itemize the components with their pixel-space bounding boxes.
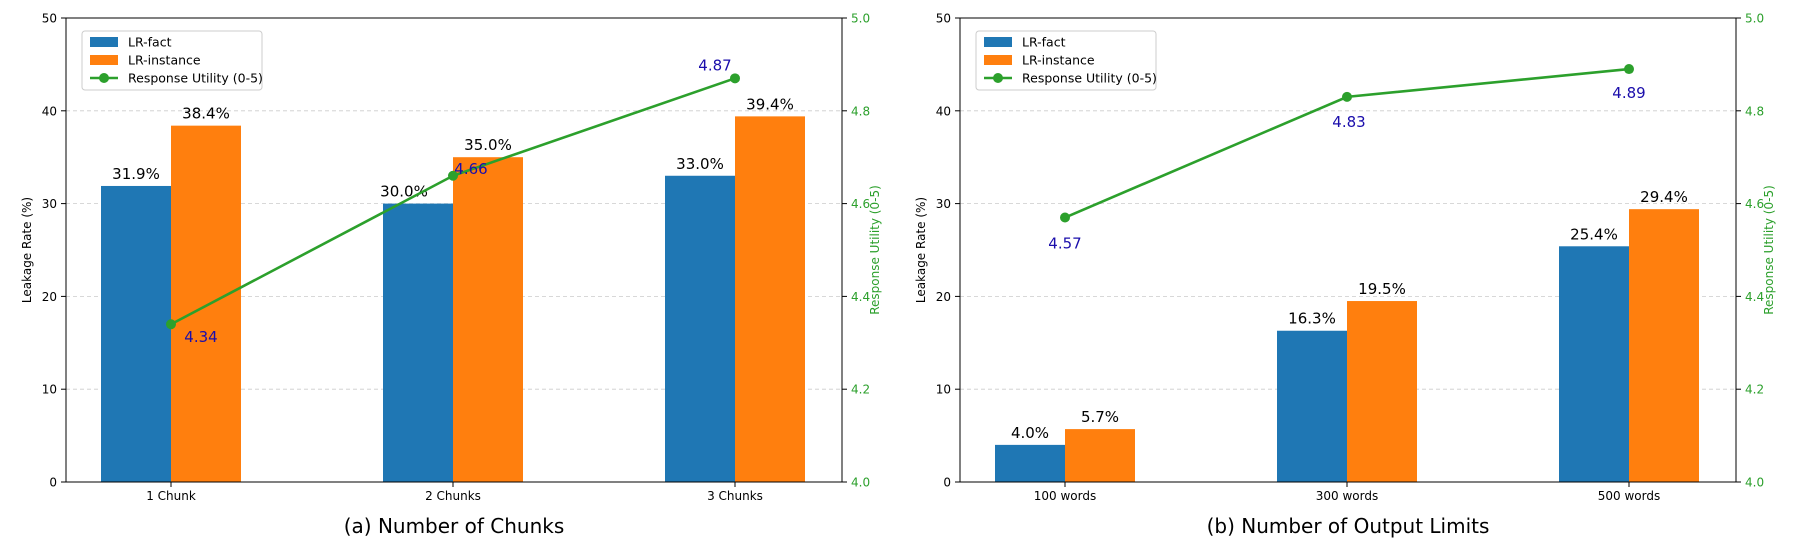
bar-label-lr-fact-3: 25.4% [1570, 225, 1618, 243]
panel-caption: (b) Number of Output Limits [1207, 514, 1490, 538]
legend-marker-utility [993, 73, 1003, 83]
bar-lr-fact-3 [665, 175, 735, 482]
bar-label-lr-fact-1: 31.9% [112, 165, 160, 183]
x-tick-label-2: 2 Chunks [425, 489, 481, 503]
bar-lr-instance-2 [1347, 301, 1417, 482]
y-tick-label: 0 [49, 476, 57, 490]
plot-frame [65, 17, 843, 483]
utility-label-2: 4.83 [1332, 113, 1365, 131]
utility-point-2 [448, 170, 458, 181]
y-tick-label: 50 [936, 12, 951, 26]
legend-box [975, 30, 1157, 91]
y-right-tick-label: 4.8 [851, 104, 870, 118]
y-axis-label: Leakage Rate (%) [914, 197, 928, 303]
y-right-tick-label: 4.4 [851, 290, 870, 304]
y-right-axis-label: Response Utility (0-5) [1762, 185, 1776, 315]
y-tick-label: 10 [42, 383, 57, 397]
legend-swatch-lr-instance [984, 55, 1012, 65]
bar-label-lr-instance-2: 35.0% [464, 136, 512, 154]
y-tick-label: 20 [42, 290, 57, 304]
legend-label-lr-fact: LR-fact [128, 35, 172, 50]
utility-point-1 [166, 319, 176, 330]
x-tick-label-3: 3 Chunks [707, 489, 763, 503]
bar-lr-instance-2 [453, 157, 523, 482]
legend-label-lr-fact: LR-fact [1022, 35, 1066, 50]
legend: LR-fact LR-instance Response Utility (0-5) [975, 30, 1157, 91]
y-right-tick-label: 4.0 [1745, 476, 1764, 490]
bar-label-lr-instance-1: 5.7% [1081, 408, 1119, 426]
x-tick-label-1: 100 words [1034, 489, 1096, 503]
bar-lr-fact-1 [995, 444, 1065, 482]
bar-label-lr-fact-3: 33.0% [676, 155, 724, 173]
y-right-tick-label: 4.2 [1745, 383, 1764, 397]
utility-label-1: 4.34 [184, 328, 217, 346]
y-tick-label: 40 [42, 104, 57, 118]
bar-lr-fact-3 [1559, 246, 1629, 482]
legend-label-lr-instance: LR-instance [1022, 53, 1095, 68]
legend: LR-fact LR-instance Response Utility (0-5) [81, 30, 263, 91]
utility-label-1: 4.57 [1048, 235, 1081, 253]
legend-box [81, 30, 263, 91]
utility-point-3 [1624, 64, 1634, 75]
bar-lr-instance-1 [1065, 429, 1135, 482]
utility-point-1 [1060, 212, 1070, 223]
bar-lr-instance-3 [1629, 209, 1699, 482]
utility-line [1064, 67, 1630, 219]
y-tick-label: 40 [936, 104, 951, 118]
y-tick-label: 50 [42, 12, 57, 26]
legend-label-utility: Response Utility (0-5) [1022, 71, 1157, 86]
y-right-axis-label: Response Utility (0-5) [868, 185, 882, 315]
utility-label-3: 4.87 [698, 56, 731, 74]
x-tick-label-3: 500 words [1598, 489, 1660, 503]
legend-swatch-lr-instance [90, 55, 118, 65]
bar-lr-instance-1 [171, 125, 241, 482]
utility-label-3: 4.89 [1612, 84, 1645, 102]
bar-label-lr-fact-1: 4.0% [1011, 424, 1049, 442]
legend-label-lr-instance: LR-instance [128, 53, 201, 68]
x-tick-label-1: 1 Chunk [146, 489, 196, 503]
y-right-tick-label: 4.4 [1745, 290, 1764, 304]
utility-label-2: 4.66 [454, 160, 487, 178]
bar-lr-fact-1 [101, 185, 171, 482]
legend-marker-utility [99, 73, 109, 83]
legend-swatch-lr-fact [90, 37, 118, 47]
y-right-tick-label: 4.2 [851, 383, 870, 397]
y-right-tick-label: 4.6 [1745, 197, 1764, 211]
y-tick-label: 20 [936, 290, 951, 304]
chart-panel-1: 010203040504.04.24.44.64.85.031.9%30.0%3… [20, 12, 882, 539]
legend-swatch-lr-fact [984, 37, 1012, 47]
bar-label-lr-instance-3: 29.4% [1640, 188, 1688, 206]
utility-point-3 [730, 73, 740, 84]
bar-label-lr-fact-2: 16.3% [1288, 310, 1336, 328]
y-right-tick-label: 4.0 [851, 476, 870, 490]
bar-label-lr-instance-1: 38.4% [182, 105, 230, 123]
y-tick-label: 10 [936, 383, 951, 397]
bar-lr-instance-3 [735, 116, 805, 483]
x-tick-label-2: 300 words [1316, 489, 1378, 503]
plot-frame [959, 17, 1737, 483]
panel-caption: (a) Number of Chunks [344, 514, 565, 538]
utility-point-2 [1342, 91, 1352, 102]
y-right-tick-label: 4.8 [1745, 104, 1764, 118]
y-tick-label: 30 [42, 197, 57, 211]
bar-lr-fact-2 [1277, 330, 1347, 482]
bar-label-lr-instance-3: 39.4% [746, 95, 794, 113]
bar-lr-fact-2 [383, 203, 453, 482]
y-right-tick-label: 5.0 [851, 12, 870, 26]
bar-label-lr-instance-2: 19.5% [1358, 280, 1406, 298]
y-right-tick-label: 4.6 [851, 197, 870, 211]
y-axis-label: Leakage Rate (%) [20, 197, 34, 303]
y-right-tick-label: 5.0 [1745, 12, 1764, 26]
y-tick-label: 0 [943, 476, 951, 490]
legend-label-utility: Response Utility (0-5) [128, 71, 263, 86]
y-tick-label: 30 [936, 197, 951, 211]
chart-panel-2: 0 10 20 30 40 50 4.0 4.2 4.4 4.6 4.8 5.0 4.0% 16.3% 25… [914, 12, 1776, 539]
